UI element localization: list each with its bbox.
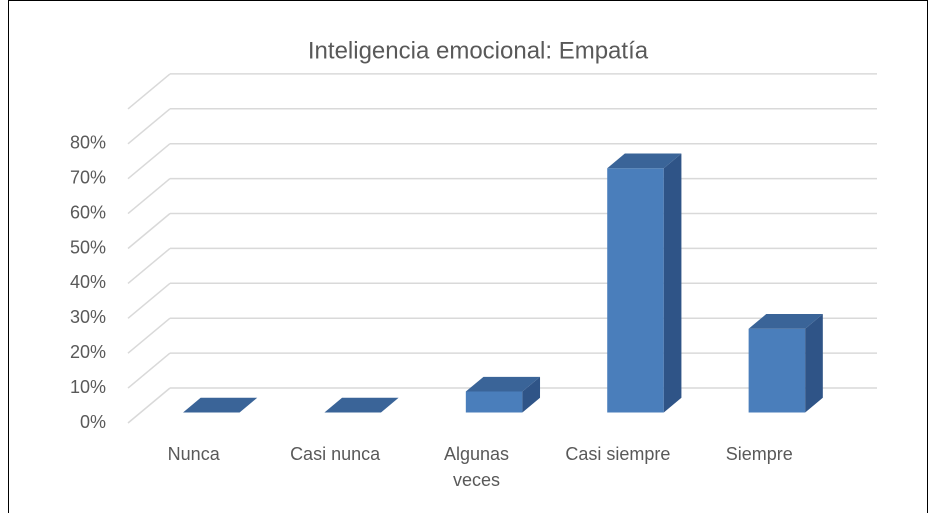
bar bbox=[183, 397, 258, 413]
x-tick-label: Nunca bbox=[167, 444, 220, 464]
bar-top bbox=[748, 314, 823, 329]
bar-front bbox=[465, 391, 523, 413]
y-tick-label: 80% bbox=[70, 133, 106, 153]
bar bbox=[607, 153, 682, 413]
y-tick-label: 30% bbox=[70, 307, 106, 327]
grid-diag bbox=[127, 212, 171, 250]
grid-diag bbox=[127, 143, 171, 180]
y-tick-label: 50% bbox=[70, 237, 106, 257]
bar-side bbox=[805, 314, 823, 413]
y-tick-label: 40% bbox=[70, 272, 106, 292]
grid-diag bbox=[127, 108, 171, 145]
bar bbox=[748, 314, 823, 413]
grid-diag bbox=[127, 282, 171, 319]
grid-diag bbox=[127, 352, 171, 389]
x-tick-label: Siempre bbox=[725, 444, 793, 464]
grid-diag bbox=[127, 247, 171, 284]
bar-top bbox=[465, 376, 541, 392]
bar-side bbox=[663, 153, 682, 413]
grid-diag bbox=[127, 387, 171, 424]
grid-diag bbox=[127, 178, 171, 215]
bar-front bbox=[748, 328, 806, 413]
bar-side bbox=[522, 376, 541, 413]
y-tick-label: 70% bbox=[70, 167, 106, 187]
x-tick-label: Casi siempre bbox=[565, 444, 671, 464]
bar-front bbox=[607, 168, 664, 413]
y-tick-label: 60% bbox=[70, 202, 106, 222]
chart-border bbox=[8, 0, 928, 513]
y-tick-label: 10% bbox=[70, 377, 106, 397]
grid-diag bbox=[127, 317, 171, 354]
bar-top bbox=[324, 397, 399, 413]
bar-top bbox=[183, 397, 258, 413]
x-tick-label: Casi nunca bbox=[290, 444, 381, 464]
x-tick-label: Algunas veces bbox=[443, 444, 510, 490]
y-tick-label: 20% bbox=[70, 342, 106, 362]
chart-title: Inteligencia emocional: Empatía bbox=[308, 37, 649, 64]
wall-top-diag bbox=[127, 73, 171, 110]
bar-top bbox=[607, 153, 682, 169]
y-tick-label: 0% bbox=[80, 412, 106, 432]
bar bbox=[324, 397, 399, 413]
bar bbox=[465, 376, 541, 413]
